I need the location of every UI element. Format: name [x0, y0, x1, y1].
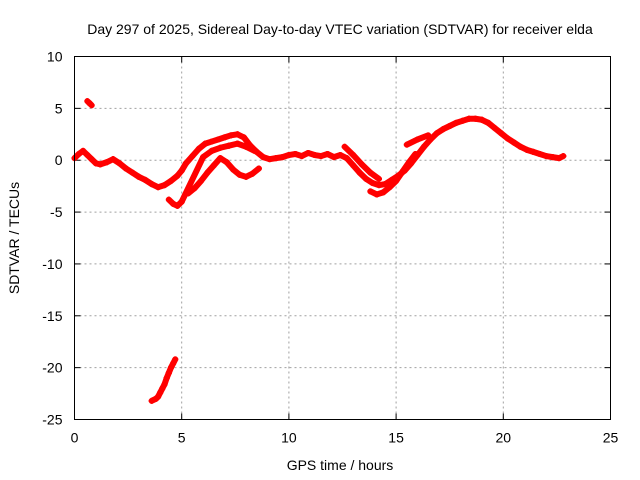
- y-axis-label: SDTVAR / TECUs: [6, 182, 22, 294]
- x-tick-label: 0: [71, 430, 79, 446]
- x-tick-label: 10: [281, 430, 297, 446]
- data-point-cluster: [556, 153, 567, 162]
- x-axis-label: GPS time / hours: [287, 457, 394, 473]
- y-tick-label: -10: [42, 256, 62, 272]
- data-point-cluster: [243, 143, 258, 154]
- grid-layer: [74, 56, 611, 420]
- y-tick-label: 5: [55, 100, 63, 116]
- x-tick-label: 25: [603, 430, 619, 446]
- data-point-cluster: [367, 169, 382, 182]
- y-tick-label: -25: [42, 412, 62, 428]
- y-tick-label: -20: [42, 360, 62, 376]
- x-tick-label: 15: [388, 430, 404, 446]
- data-point-cluster: [178, 154, 207, 205]
- data-point-cluster: [86, 100, 95, 109]
- data-point-cluster: [414, 132, 432, 143]
- y-tick-label: 10: [47, 49, 63, 65]
- data-point-cluster: [405, 150, 419, 166]
- data-point-cluster: [170, 356, 179, 367]
- tick-layer: 0 5 10 15 20 25 10 5 0 -5 -10 -15 -20 -25: [42, 49, 618, 446]
- y-tick-label: 0: [55, 152, 63, 168]
- data-point-cluster: [249, 165, 262, 177]
- x-tick-label: 20: [496, 430, 512, 446]
- plot-frame: [74, 56, 611, 420]
- x-tick-label: 5: [178, 430, 186, 446]
- points-layer: [71, 98, 567, 404]
- chart-title: Day 297 of 2025, Sidereal Day-to-day VTE…: [87, 21, 593, 37]
- y-tick-label: -5: [50, 204, 63, 220]
- y-tick-label: -15: [42, 308, 62, 324]
